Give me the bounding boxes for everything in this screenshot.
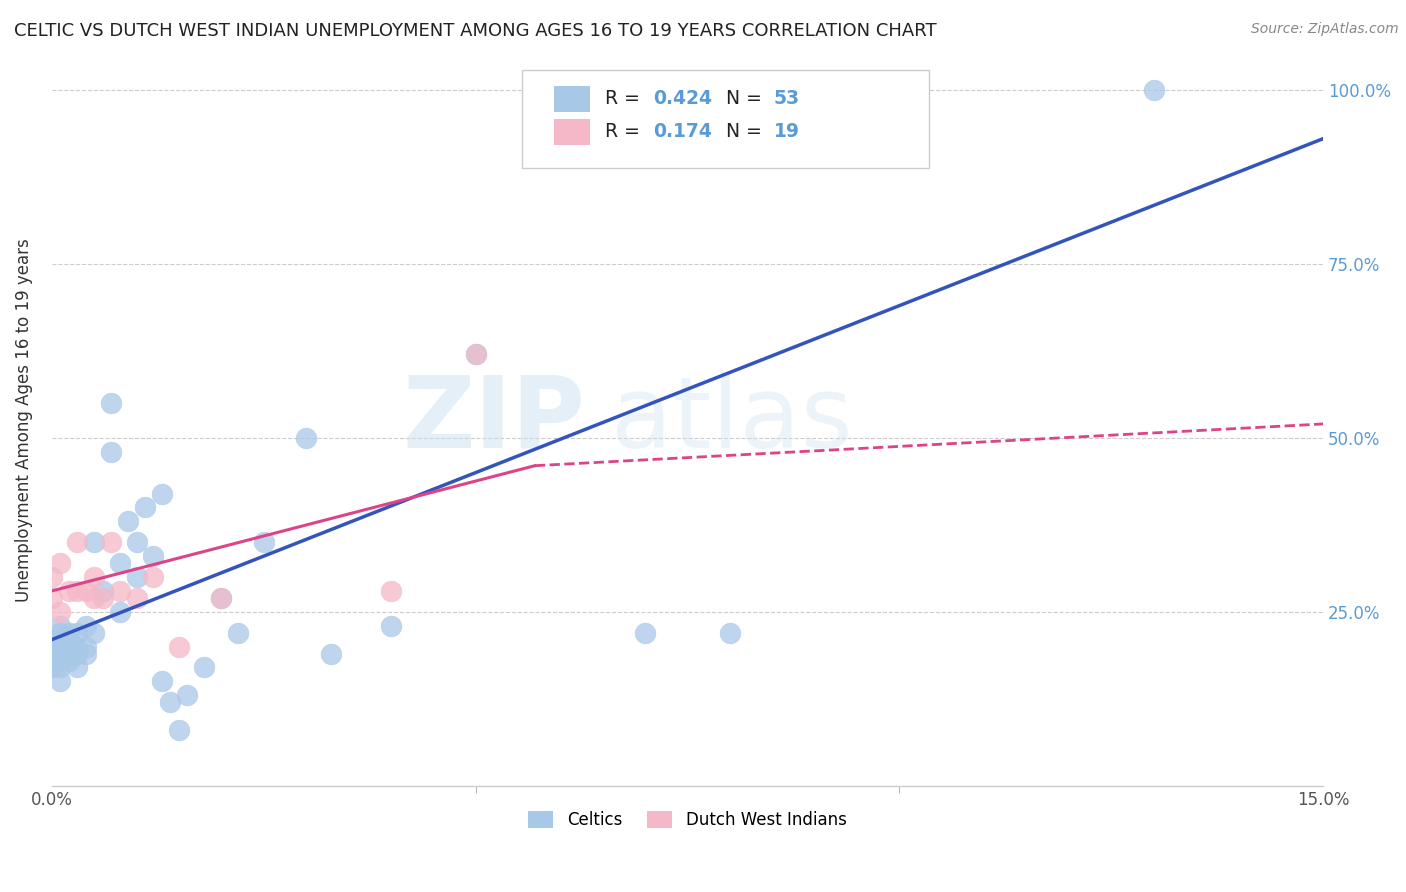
Point (142, 549, 165, 563)
Point (41, 647, 63, 661)
Point (66, 625, 89, 640)
Point (66, 535, 89, 549)
Point (49, 640, 72, 654)
Text: 19: 19 (773, 122, 800, 141)
Point (41, 632, 63, 647)
Point (108, 583, 131, 598)
FancyBboxPatch shape (522, 70, 929, 169)
Point (83, 591, 105, 605)
Point (295, 431, 318, 445)
Point (41, 570, 63, 584)
Point (49, 625, 72, 640)
Point (75, 647, 97, 661)
Point (49, 632, 72, 647)
Point (41, 640, 63, 654)
Point (253, 535, 276, 549)
Legend: Celtics, Dutch West Indians: Celtics, Dutch West Indians (522, 805, 853, 836)
Text: Source: ZipAtlas.com: Source: ZipAtlas.com (1251, 22, 1399, 37)
Point (108, 556, 131, 570)
FancyBboxPatch shape (554, 119, 589, 145)
Point (58, 632, 80, 647)
Point (58, 640, 80, 654)
Point (193, 660, 215, 674)
Point (159, 695, 181, 709)
Point (125, 570, 148, 584)
Point (464, 347, 486, 361)
Point (49, 674, 72, 689)
Point (108, 605, 131, 619)
Point (209, 591, 232, 605)
FancyBboxPatch shape (554, 86, 589, 112)
Point (66, 660, 89, 674)
Point (83, 535, 105, 549)
Point (75, 619, 97, 633)
Text: R =: R = (605, 89, 645, 109)
Point (49, 654, 72, 668)
Point (100, 535, 122, 549)
Point (58, 647, 80, 661)
Point (634, 625, 657, 640)
Point (718, 625, 741, 640)
Text: ZIP: ZIP (404, 372, 586, 469)
Point (176, 689, 198, 703)
Text: 0.424: 0.424 (654, 89, 711, 109)
Point (167, 640, 190, 654)
Point (167, 723, 190, 738)
Text: R =: R = (605, 122, 651, 141)
Point (380, 619, 402, 633)
Text: CELTIC VS DUTCH WEST INDIAN UNEMPLOYMENT AMONG AGES 16 TO 19 YEARS CORRELATION C: CELTIC VS DUTCH WEST INDIAN UNEMPLOYMENT… (14, 22, 936, 40)
Y-axis label: Unemployment Among Ages 16 to 19 years: Unemployment Among Ages 16 to 19 years (15, 238, 32, 602)
Point (66, 640, 89, 654)
Point (41, 654, 63, 668)
Point (41, 660, 63, 674)
Point (321, 647, 343, 661)
Point (100, 396, 122, 410)
Point (41, 591, 63, 605)
Point (150, 486, 173, 500)
Point (150, 674, 173, 689)
Point (49, 556, 72, 570)
Text: 53: 53 (773, 89, 800, 109)
Point (125, 535, 148, 549)
Text: N =: N = (725, 122, 768, 141)
Point (75, 583, 97, 598)
Point (49, 605, 72, 619)
Point (464, 347, 486, 361)
Point (226, 625, 249, 640)
Point (58, 625, 80, 640)
Point (66, 647, 89, 661)
Point (83, 570, 105, 584)
Text: atlas: atlas (612, 372, 853, 469)
Point (49, 660, 72, 674)
Point (380, 583, 402, 598)
Point (49, 619, 72, 633)
Point (58, 583, 80, 598)
Point (66, 583, 89, 598)
Point (75, 640, 97, 654)
Point (58, 654, 80, 668)
Point (91, 591, 114, 605)
Point (125, 591, 148, 605)
Point (100, 444, 122, 458)
Point (83, 625, 105, 640)
Point (209, 591, 232, 605)
Text: 0.174: 0.174 (654, 122, 711, 141)
Point (1142, 83, 1164, 97)
Point (142, 570, 165, 584)
Point (134, 500, 156, 515)
Text: N =: N = (725, 89, 768, 109)
Point (117, 514, 139, 528)
Point (49, 647, 72, 661)
Point (91, 583, 114, 598)
